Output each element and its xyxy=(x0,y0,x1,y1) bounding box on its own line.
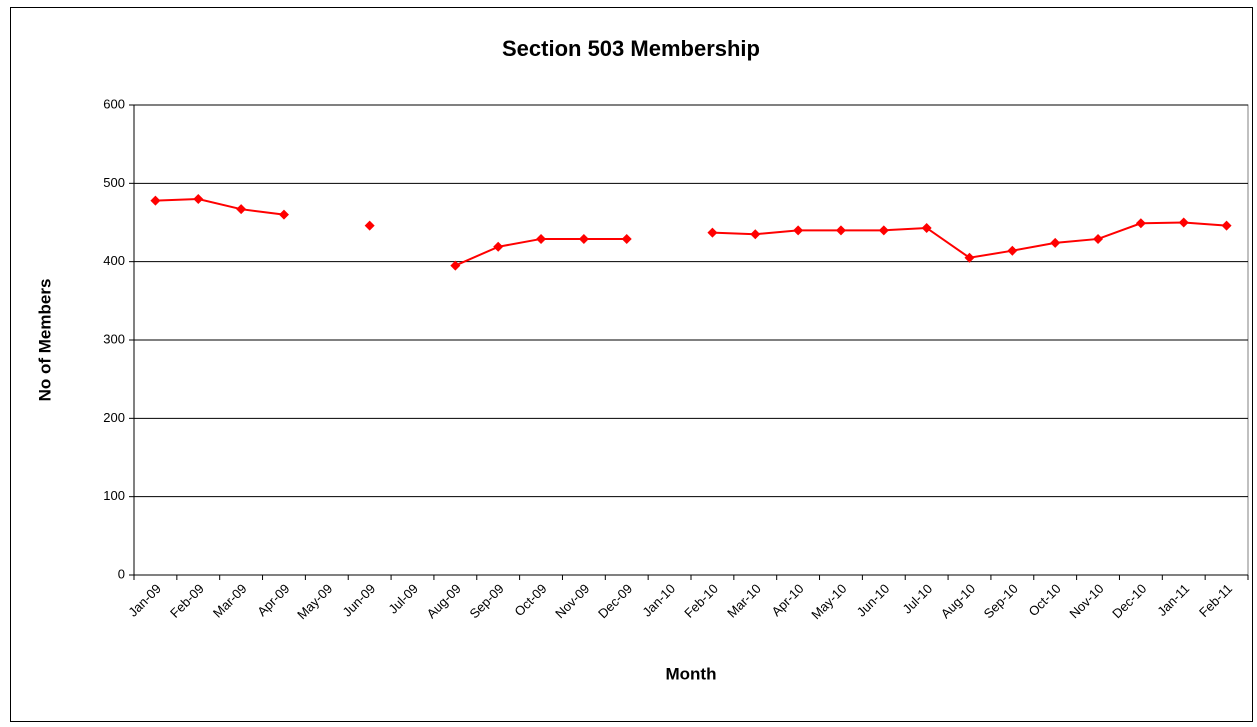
data-point xyxy=(878,225,889,236)
y-tick-label: 200 xyxy=(103,410,125,425)
data-point xyxy=(750,229,761,240)
data-point xyxy=(835,225,846,236)
y-axis-title: No of Members xyxy=(35,279,54,402)
data-point xyxy=(150,195,161,206)
series-line xyxy=(155,197,285,216)
y-tick-label: 0 xyxy=(118,566,125,581)
data-point xyxy=(1135,218,1146,229)
y-tick-label: 300 xyxy=(103,331,125,346)
data-point xyxy=(621,233,632,244)
data-point xyxy=(193,194,204,204)
data-point xyxy=(578,233,589,244)
data-point xyxy=(493,241,504,252)
data-point xyxy=(236,204,247,215)
data-point xyxy=(364,220,375,231)
data-point xyxy=(793,225,804,236)
y-tick-label: 400 xyxy=(103,253,125,268)
data-point xyxy=(1178,217,1189,228)
chart-border xyxy=(10,7,1253,722)
data-point xyxy=(450,260,461,271)
y-tick-label: 500 xyxy=(103,175,125,190)
data-point xyxy=(921,222,932,233)
y-tick-label: 600 xyxy=(103,96,125,111)
chart-title: Section 503 Membership xyxy=(502,36,760,61)
data-point xyxy=(707,227,718,238)
data-point xyxy=(964,252,975,263)
data-point xyxy=(1007,245,1018,256)
x-axis-title: Month xyxy=(666,664,717,683)
y-tick-label: 100 xyxy=(103,488,125,503)
data-point xyxy=(536,233,547,244)
data-point xyxy=(1221,220,1232,231)
data-point xyxy=(1050,237,1061,248)
data-point xyxy=(278,209,289,220)
data-point xyxy=(1093,233,1104,244)
